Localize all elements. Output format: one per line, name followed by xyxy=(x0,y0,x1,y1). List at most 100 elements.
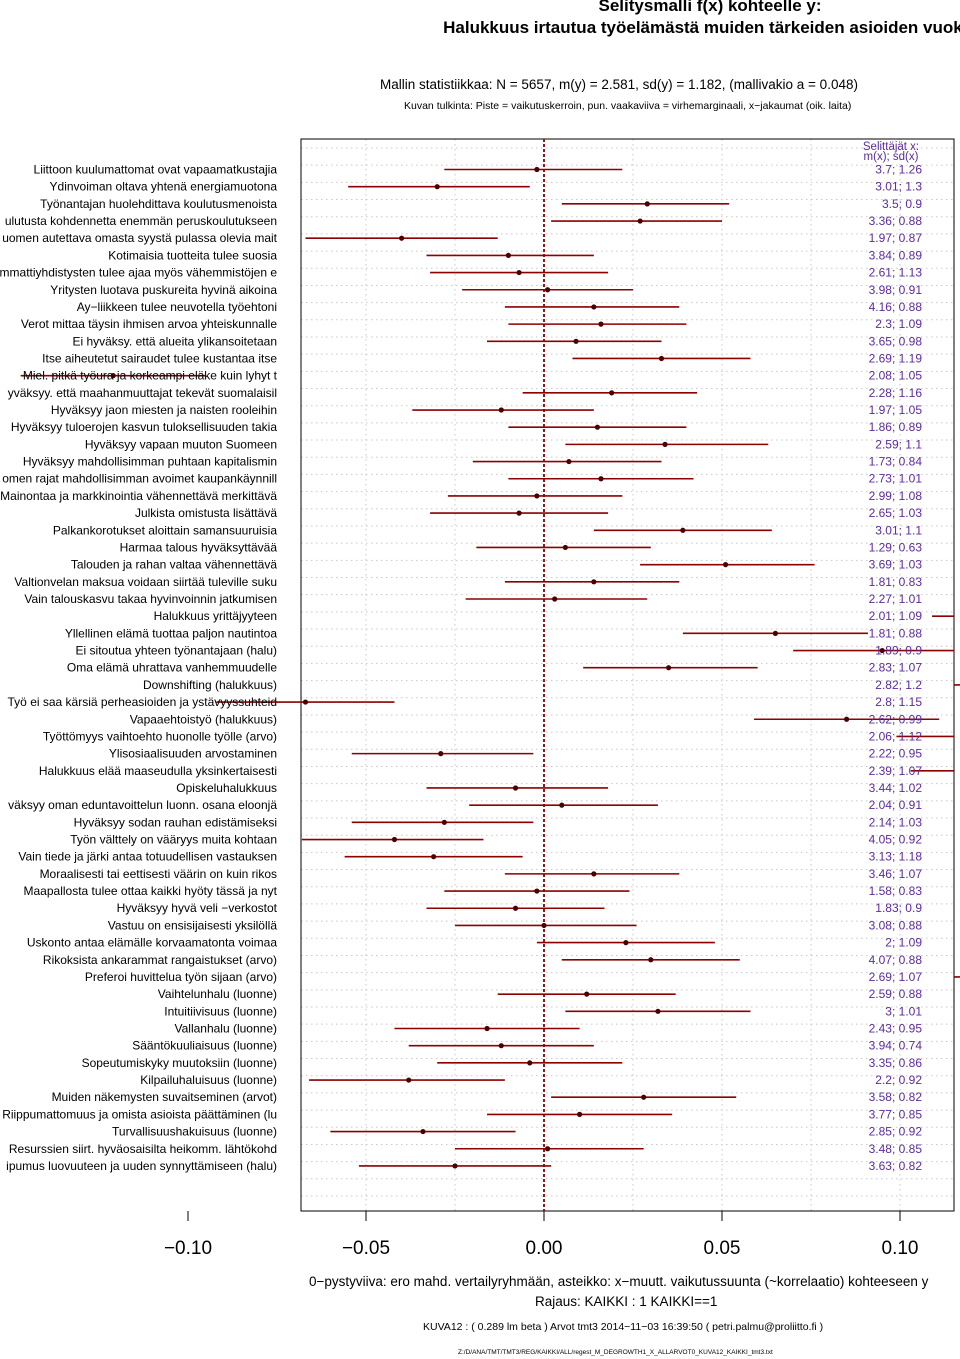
row-mx-sd: 3.94; 0.74 xyxy=(869,1039,923,1053)
row-label: Työ ei saa kärsiä perheasioiden ja ystäv… xyxy=(8,695,277,709)
row-label: Moraalisesti tai eettisesti väärin on ku… xyxy=(40,867,277,881)
row-mx-sd: 3.13; 1.18 xyxy=(869,850,923,864)
row-mx-sd: 2.69; 1.19 xyxy=(869,351,923,365)
row-label: Yritysten luotava puskureita hyvinä aiko… xyxy=(50,283,277,297)
row-mx-sd: 1.81; 0.88 xyxy=(869,626,923,640)
row-mx-sd: 1.86; 0.89 xyxy=(869,420,923,434)
estimate-point xyxy=(452,1163,458,1169)
row-label: Valtionvelan maksua voidaan siirtää tule… xyxy=(14,575,277,589)
estimate-point xyxy=(591,871,597,877)
row-label: Vapaaehtoistyö (halukkuus) xyxy=(130,712,277,726)
row-label: Mainontaa ja markkinointia vähennettävä … xyxy=(0,489,277,503)
row-mx-sd: 2.22; 0.95 xyxy=(869,747,923,761)
estimate-point xyxy=(541,922,547,929)
interpretation-note: Kuvan tulkinta: Piste = vaikutuskerroin,… xyxy=(404,100,852,112)
chart-subtitle: Halukkuus irtautua työelämästä muiden tä… xyxy=(443,18,960,37)
row-label: ipumus luovuuteen ja uuden synnyttämisee… xyxy=(6,1159,277,1173)
row-mx-sd: 2.43; 0.95 xyxy=(869,1022,923,1036)
row-label: Hyväksyy tuloerojen kasvun tuloksellisuu… xyxy=(11,420,277,434)
x-tick-label: −0.10 xyxy=(164,1238,212,1259)
estimate-point xyxy=(666,665,672,671)
row-mx-sd: 2.65; 1.03 xyxy=(869,506,923,520)
row-label: Harmaa talous hyväksyttävää xyxy=(120,540,278,554)
estimate-point xyxy=(598,321,604,327)
estimate-point xyxy=(534,166,540,173)
estimate-point xyxy=(406,1077,412,1083)
row-mx-sd: 3.7; 1.26 xyxy=(875,163,922,177)
row-mx-sd: 2.27; 1.01 xyxy=(869,592,923,606)
estimate-point xyxy=(573,338,579,344)
row-mx-sd: 2.83; 1.07 xyxy=(869,661,923,675)
estimate-point xyxy=(534,493,540,499)
row-label: Talouden ja rahan valtaa vähennettävä xyxy=(71,558,277,572)
estimate-point xyxy=(648,957,654,963)
estimate-point xyxy=(644,201,650,207)
estimate-point xyxy=(680,527,686,533)
row-mx-sd: 2.82; 1.2 xyxy=(875,678,922,692)
row-label: Vastuu on ensisijaisesti yksilöllä xyxy=(108,918,278,932)
estimate-point xyxy=(391,836,398,843)
row-mx-sd: 2.14; 1.03 xyxy=(869,815,923,829)
row-mx-sd: 1.58; 0.83 xyxy=(869,884,923,898)
estimate-point xyxy=(544,287,551,293)
estimate-point xyxy=(441,819,447,825)
plot-frame xyxy=(300,138,955,1212)
estimate-point xyxy=(598,476,604,482)
row-label: Vallanhalu (luonne) xyxy=(174,1022,277,1036)
row-mx-sd: 2.62; 0.99 xyxy=(869,712,923,726)
estimate-point xyxy=(498,1043,504,1049)
row-label: Hyväksyy hyvä veli −verkostot xyxy=(117,901,278,915)
row-label: Vain tiede ja järki antaa totuudellisen … xyxy=(18,850,277,864)
estimate-point xyxy=(623,940,629,946)
row-mx-sd: 2.06; 1.12 xyxy=(869,729,923,743)
grid-layer xyxy=(301,139,954,1211)
row-mx-sd: 3; 1.01 xyxy=(885,1004,922,1018)
estimate-point xyxy=(399,235,405,241)
row-mx-sd: 3.63; 0.82 xyxy=(869,1159,923,1173)
row-label: Kotimaisia tuotteita tulee suosia xyxy=(108,248,277,262)
row-label: Kilpailuhaluisuus (luonne) xyxy=(140,1073,277,1087)
row-label: Hyväksyy jaon miesten ja naisten rooleih… xyxy=(51,403,277,417)
row-mx-sd: 2; 1.09 xyxy=(885,936,922,950)
row-label: Vaihtelunhalu (luonne) xyxy=(158,987,277,1001)
row-label: Sääntökuuliaisuus (luonne) xyxy=(132,1039,277,1053)
marks-layer xyxy=(20,166,960,1169)
row-mx-sd: 2.3; 1.09 xyxy=(875,317,922,331)
estimate-point xyxy=(505,252,511,258)
x-tick-label: −0.05 xyxy=(342,1238,390,1259)
row-label: Muiden näkemysten suvaitseminen (arvot) xyxy=(52,1090,277,1104)
x-distribution-labels: Selittäjät x: m(x); sd(x) 3.7; 1.26 3.01;… xyxy=(863,141,922,1173)
estimate-point xyxy=(844,716,850,722)
estimate-point xyxy=(722,562,729,568)
row-mx-sd: 3.84; 0.89 xyxy=(869,248,923,262)
row-label: Turvallisuushakuisuus (luonne) xyxy=(112,1125,277,1139)
estimate-point xyxy=(577,1111,583,1117)
row-mx-sd: 4.16; 0.88 xyxy=(869,300,923,314)
estimate-point xyxy=(110,373,116,379)
estimate-point xyxy=(498,407,504,413)
row-label: Riippumattomuus ja omista asioista päätt… xyxy=(2,1107,277,1121)
row-label: Maapallosta tulee ottaa kaikki hyöty täs… xyxy=(24,884,278,898)
row-mx-sd: 1.83; 0.9 xyxy=(875,901,922,915)
row-mx-sd: 1.73; 0.84 xyxy=(869,455,923,469)
row-mx-sd: 2.73; 1.01 xyxy=(869,472,923,486)
row-mx-sd: 1.89; 0.9 xyxy=(875,644,922,658)
row-mx-sd: 2.99; 1.08 xyxy=(869,489,923,503)
row-label: Halukkuus elää maaseudulla yksinkertaise… xyxy=(39,764,277,778)
estimate-point xyxy=(594,424,601,430)
estimate-point xyxy=(544,1146,551,1152)
axis-note: 0−pystyviiva: ero mahd. vertailyryhmään,… xyxy=(309,1274,929,1289)
row-mx-sd: 2.04; 0.91 xyxy=(869,798,923,812)
estimate-point xyxy=(655,1008,661,1014)
row-label: Verot mittaa täysin ihmisen arvoa yhteis… xyxy=(21,317,277,331)
row-label: Halukkuus yrittäjyyteen xyxy=(154,609,277,623)
estimate-point xyxy=(637,218,643,224)
chart-title: Selitysmalli f(x) kohteelle y: xyxy=(598,0,822,15)
x-tick-label: 0.05 xyxy=(704,1238,741,1259)
scope-note: Rajaus: KAIKKI : 1 KAIKKI==1 xyxy=(535,1294,718,1309)
row-label: Itse aiheutetut sairaudet tulee kustanta… xyxy=(42,351,277,365)
row-label: Opiskeluhalukkuus xyxy=(176,781,277,795)
x-axis: −0.10−0.050.000.050.100.150.20 xyxy=(164,1211,918,1259)
row-label: Ay−liikkeen tulee neuvotella työehtoni xyxy=(77,300,277,314)
